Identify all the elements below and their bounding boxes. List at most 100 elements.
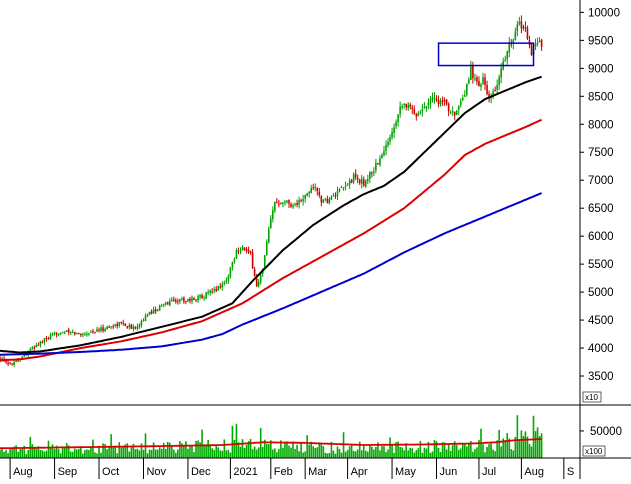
volume-bar xyxy=(437,447,440,458)
candle xyxy=(399,106,401,114)
volume-bar xyxy=(25,454,28,458)
volume-bar xyxy=(94,452,96,458)
candle xyxy=(108,327,110,329)
candle xyxy=(197,296,199,301)
candle xyxy=(282,202,284,204)
volume-bar xyxy=(362,445,365,458)
candle xyxy=(253,269,256,277)
volume-bar xyxy=(395,442,397,458)
candle xyxy=(162,303,165,306)
candle xyxy=(395,122,397,127)
candle xyxy=(520,21,523,29)
candle xyxy=(336,191,339,196)
volume-bar xyxy=(189,445,191,458)
volume-bar xyxy=(138,450,141,458)
volume-bar xyxy=(387,449,389,458)
volume-bar xyxy=(427,441,430,458)
y-tick-label: 7000 xyxy=(588,175,614,187)
candle xyxy=(280,203,282,205)
volume-bar xyxy=(231,425,234,458)
volume-bar xyxy=(373,449,375,458)
volume-bar xyxy=(435,441,438,458)
volume-bar xyxy=(389,437,391,458)
candle xyxy=(69,331,72,333)
candle xyxy=(354,173,357,178)
y-tick-label: 4500 xyxy=(588,315,614,327)
volume-bar xyxy=(409,447,412,458)
x-axis: Aug Sep Oct Nov Dec 2021 Feb Mar Apr May Jun Jul Aug… xyxy=(0,457,631,479)
x-tick-label: Aug xyxy=(13,466,33,478)
volume-bar xyxy=(453,441,456,458)
volume-bar xyxy=(116,453,119,458)
volume-bar xyxy=(532,415,535,458)
volume-bar xyxy=(23,445,26,458)
volume-bar xyxy=(73,448,76,458)
candle xyxy=(130,324,133,329)
candle xyxy=(461,98,464,100)
volume-bar xyxy=(43,451,46,458)
candle xyxy=(482,77,484,84)
volume-bar xyxy=(494,451,496,458)
candle xyxy=(358,179,361,184)
x-tick-label: Jul xyxy=(482,466,496,478)
candle xyxy=(332,195,335,197)
volume-bar xyxy=(209,445,211,458)
volume-bar xyxy=(82,453,84,458)
candle xyxy=(449,112,452,114)
volume-bar xyxy=(419,440,422,458)
candle xyxy=(231,262,234,268)
volume-bar xyxy=(158,447,161,458)
candle xyxy=(41,341,44,343)
candle xyxy=(352,174,355,183)
candle xyxy=(383,150,385,156)
volume-bar xyxy=(57,449,60,458)
candle xyxy=(148,311,151,315)
candle xyxy=(29,349,32,353)
candle xyxy=(320,195,323,203)
volume-bar xyxy=(326,453,329,458)
candle xyxy=(13,361,15,365)
volume-bar xyxy=(391,443,393,458)
candle xyxy=(259,274,262,283)
candle xyxy=(344,185,347,187)
candle xyxy=(294,204,296,206)
candle xyxy=(88,333,90,335)
candle xyxy=(466,84,468,95)
x-tick-label: Jun xyxy=(440,466,458,478)
volume-bar xyxy=(47,440,50,458)
volume-bar xyxy=(276,452,278,458)
candle xyxy=(419,112,422,114)
candle xyxy=(492,91,494,97)
volume-bar xyxy=(160,448,163,458)
candle xyxy=(314,187,317,189)
volume-bar xyxy=(130,447,133,458)
candle xyxy=(126,326,129,328)
x-tick-label: Sep xyxy=(58,466,78,478)
volume-bar xyxy=(49,446,52,458)
volume-bar xyxy=(445,449,448,458)
candle xyxy=(455,110,458,115)
candle xyxy=(17,360,19,362)
candle xyxy=(403,104,405,106)
candle xyxy=(377,163,379,165)
candle xyxy=(51,333,54,335)
candle xyxy=(453,111,456,116)
volume-bar xyxy=(19,449,22,458)
candle xyxy=(134,327,137,329)
candle xyxy=(172,299,175,302)
candle xyxy=(251,252,254,269)
candle xyxy=(265,241,268,255)
volume-bar xyxy=(31,444,34,458)
candle xyxy=(33,346,36,348)
candle xyxy=(316,187,319,192)
candle xyxy=(385,144,387,151)
volume-bar xyxy=(181,443,183,458)
volume-bar xyxy=(280,440,282,458)
volume-bar xyxy=(78,448,80,458)
candle xyxy=(415,114,418,117)
candle xyxy=(239,250,242,252)
candle xyxy=(63,332,66,334)
candle xyxy=(381,154,383,159)
candle xyxy=(369,171,371,179)
volume-bar xyxy=(150,449,153,458)
